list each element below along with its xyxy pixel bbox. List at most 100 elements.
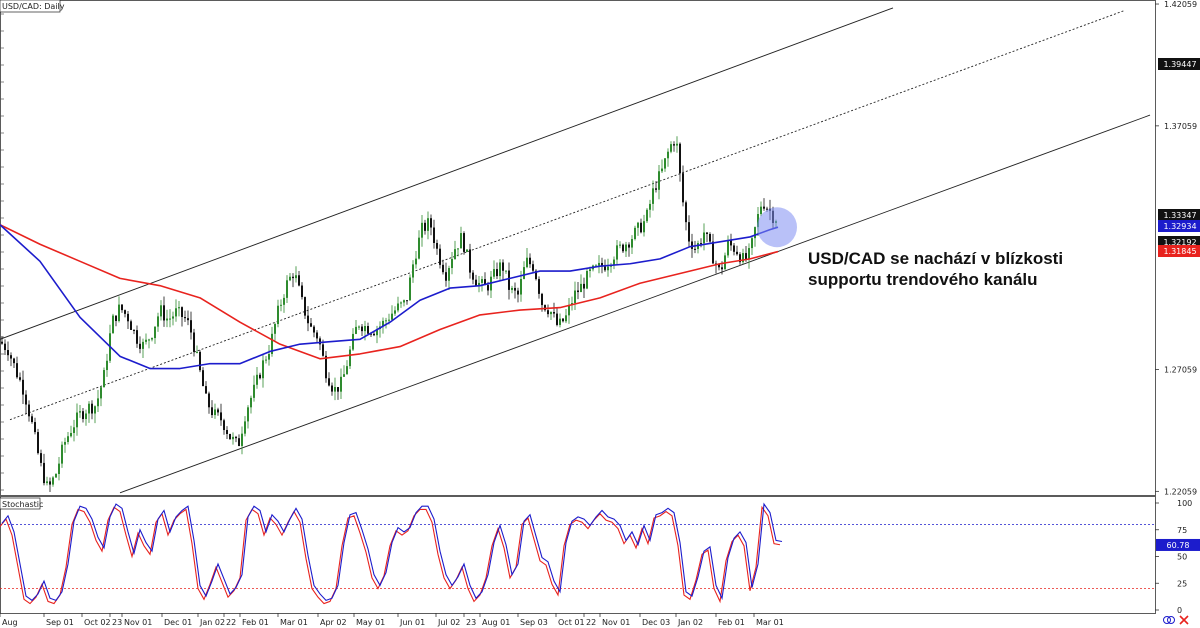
candle-body <box>58 463 60 475</box>
candle-body <box>280 304 282 306</box>
candle-body <box>316 332 318 339</box>
time-tick-label: Mar 01 <box>756 618 784 627</box>
candle-body <box>241 433 243 446</box>
candle-body <box>619 244 621 246</box>
time-tick-label: Jun 01 <box>399 618 425 627</box>
candle-body <box>493 269 495 277</box>
channel-lower-line <box>119 114 1151 494</box>
time-tick-label: Sep 01 <box>46 618 74 627</box>
candle-body <box>61 444 63 464</box>
candle-body <box>298 275 300 286</box>
candle-body <box>466 249 468 252</box>
candle-body <box>688 222 690 242</box>
candle-body <box>511 287 513 290</box>
candle-body <box>64 441 66 445</box>
candle-body <box>133 329 135 331</box>
candle-body <box>397 303 399 311</box>
candle-body <box>673 144 675 146</box>
settings-icons[interactable] <box>1163 615 1189 625</box>
candle-body <box>19 377 21 380</box>
candle-body <box>475 279 477 286</box>
candle-body <box>295 275 297 279</box>
candle-body <box>418 237 420 259</box>
candle-body <box>421 222 423 238</box>
candle-body <box>574 290 576 304</box>
candle-body <box>115 315 117 322</box>
candle-body <box>625 244 627 252</box>
candle-body <box>178 307 180 309</box>
candle-body <box>151 338 153 340</box>
candle-body <box>166 318 168 321</box>
candle-body <box>253 384 255 398</box>
candle-body <box>691 241 693 249</box>
candle-body <box>118 304 120 322</box>
stochastic-k-line <box>1 502 783 602</box>
price-tag-label: 1.32192 <box>1163 238 1196 247</box>
price-tag-last-price <box>1158 209 1200 221</box>
candle-body <box>4 343 6 351</box>
candle-body <box>544 305 546 311</box>
stochastic-tick-label: 50 <box>1177 553 1187 562</box>
candle-body <box>655 188 657 190</box>
candle-body <box>25 394 27 405</box>
time-tick-label: 23 <box>112 618 122 627</box>
candle-body <box>301 285 303 298</box>
candle-body <box>463 233 465 252</box>
candle-body <box>406 300 408 302</box>
candle-body <box>562 318 564 322</box>
candle-body <box>34 422 36 433</box>
support-highlight-circle <box>757 207 797 248</box>
candle-body <box>658 171 660 190</box>
stochastic-value-label: 60.78 <box>1167 541 1190 550</box>
candle-body <box>337 387 339 392</box>
candle-body <box>220 412 222 421</box>
candle-body <box>442 264 444 273</box>
candle-body <box>22 379 24 395</box>
candle-body <box>358 326 360 328</box>
candle-body <box>706 232 708 234</box>
sma-blue-line <box>0 224 779 370</box>
candle-body <box>139 343 141 349</box>
candle-body <box>97 398 99 407</box>
candle-body <box>217 409 219 413</box>
price-tag-horizontal-level <box>1158 58 1200 70</box>
candle-body <box>346 366 348 375</box>
candle-body <box>205 386 207 394</box>
candle-body <box>199 351 201 371</box>
candle-body <box>238 438 240 446</box>
candle-body <box>643 221 645 233</box>
time-tick-label: 22 <box>226 618 236 627</box>
candle-body <box>652 188 654 204</box>
price-tag-sma-blue <box>1158 220 1200 232</box>
candle-body <box>427 218 429 231</box>
candle-body <box>184 317 186 319</box>
channel-mid-line <box>9 9 1126 421</box>
candle-body <box>187 318 189 321</box>
candle-body <box>751 238 753 249</box>
candle-body <box>577 290 579 293</box>
chart-frame <box>0 0 1156 614</box>
candle-body <box>73 427 75 433</box>
candle-body <box>355 326 357 334</box>
candle-body <box>172 316 174 319</box>
candle-body <box>502 262 504 271</box>
candle-body <box>451 259 453 269</box>
candle-body <box>742 253 744 263</box>
candle-body <box>127 313 129 322</box>
candle-body <box>649 203 651 210</box>
time-axis: Aug Sep 01 Oct 02 23 Nov 01 Dec 01 Jan 02 22 Feb… <box>0 613 784 627</box>
candle-body <box>376 328 378 336</box>
price-tag-label: 1.33347 <box>1163 211 1196 220</box>
candle-body <box>589 269 591 271</box>
candle-body <box>13 358 15 364</box>
candle-body <box>343 374 345 377</box>
candle-body <box>193 332 195 352</box>
time-tick-label: May 01 <box>356 618 385 627</box>
candle-body <box>514 287 516 291</box>
time-tick-label: Sep 03 <box>520 618 548 627</box>
candle-body <box>712 241 714 264</box>
candle-body <box>598 262 600 266</box>
candle-body <box>283 297 285 305</box>
candlestick-series <box>1 136 777 492</box>
